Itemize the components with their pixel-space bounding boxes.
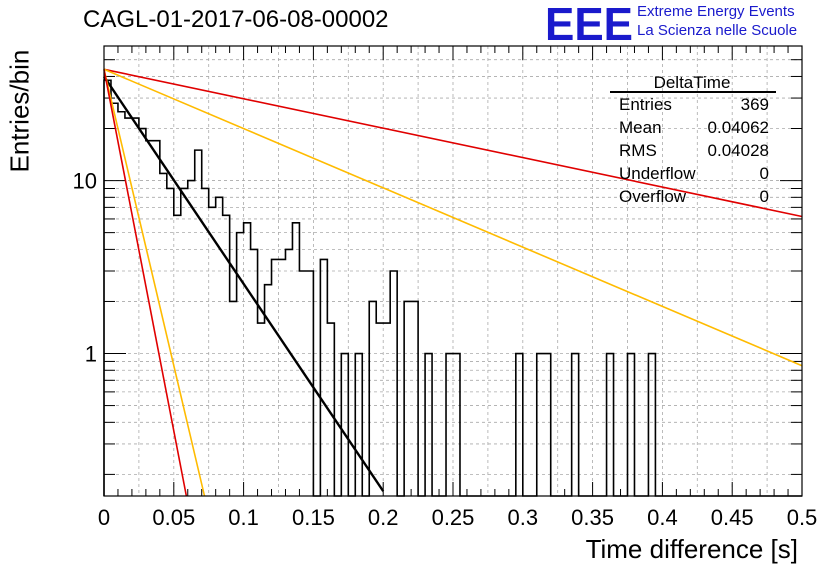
x-axis-label: Time difference [s] <box>585 534 798 564</box>
fit-curves <box>103 68 803 497</box>
x-tick-label: 0.35 <box>571 505 614 530</box>
bound-line <box>103 69 206 497</box>
stats-value: 369 <box>741 95 769 114</box>
stats-label: Mean <box>619 118 662 137</box>
eee-logo: EEE <box>545 2 633 44</box>
y-tick-label: 10 <box>73 169 97 194</box>
x-tick-label: 0.15 <box>292 505 335 530</box>
chart-title: CAGL-01-2017-06-08-00002 <box>83 6 389 33</box>
stats-label: RMS <box>619 141 657 160</box>
stats-label: Entries <box>619 95 672 114</box>
grid <box>104 46 802 496</box>
logo-line-1: Extreme Energy Events <box>637 3 795 20</box>
stats-value: 0.04028 <box>708 141 769 160</box>
stats-value: 0.04062 <box>708 118 769 137</box>
x-tick-label: 0.45 <box>711 505 754 530</box>
y-axis-label: Entries/bin <box>4 49 35 173</box>
x-tick-label: 0.1 <box>228 505 259 530</box>
x-tick-label: 0.25 <box>432 505 475 530</box>
y-tick-label: 1 <box>85 342 97 367</box>
tick-labels: 0 0.05 0.1 0.15 0.2 0.25 0.3 0.35 0.4 0.45 0.5 1 10 <box>73 169 818 530</box>
x-tick-label: 0.05 <box>152 505 195 530</box>
x-tick-label: 0 <box>98 505 110 530</box>
x-tick-label: 0.2 <box>368 505 399 530</box>
stats-label: Underflow <box>619 164 696 183</box>
stats-label: Overflow <box>619 187 687 206</box>
bound-line <box>103 68 803 218</box>
fit-line <box>103 75 385 492</box>
x-tick-label: 0.5 <box>787 505 818 530</box>
frame-ticks <box>103 45 803 496</box>
x-tick-label: 0.3 <box>508 505 539 530</box>
plot-frame <box>103 45 803 497</box>
bound-line <box>103 69 188 497</box>
stats-value: 0 <box>760 187 769 206</box>
stats-value: 0 <box>760 164 769 183</box>
stats-box: DeltaTime Entries 369 Mean 0.04062 RMS 0.04028… <box>610 73 776 206</box>
logo-mark: EEE <box>545 2 633 44</box>
x-tick-label: 0.4 <box>647 505 678 530</box>
stats-name: DeltaTime <box>654 73 731 92</box>
logo-text: Extreme Energy Events La Scienza nelle S… <box>637 2 797 40</box>
logo-line-2: La Scienza nelle Scuole <box>637 22 798 39</box>
bound-line <box>103 68 803 367</box>
